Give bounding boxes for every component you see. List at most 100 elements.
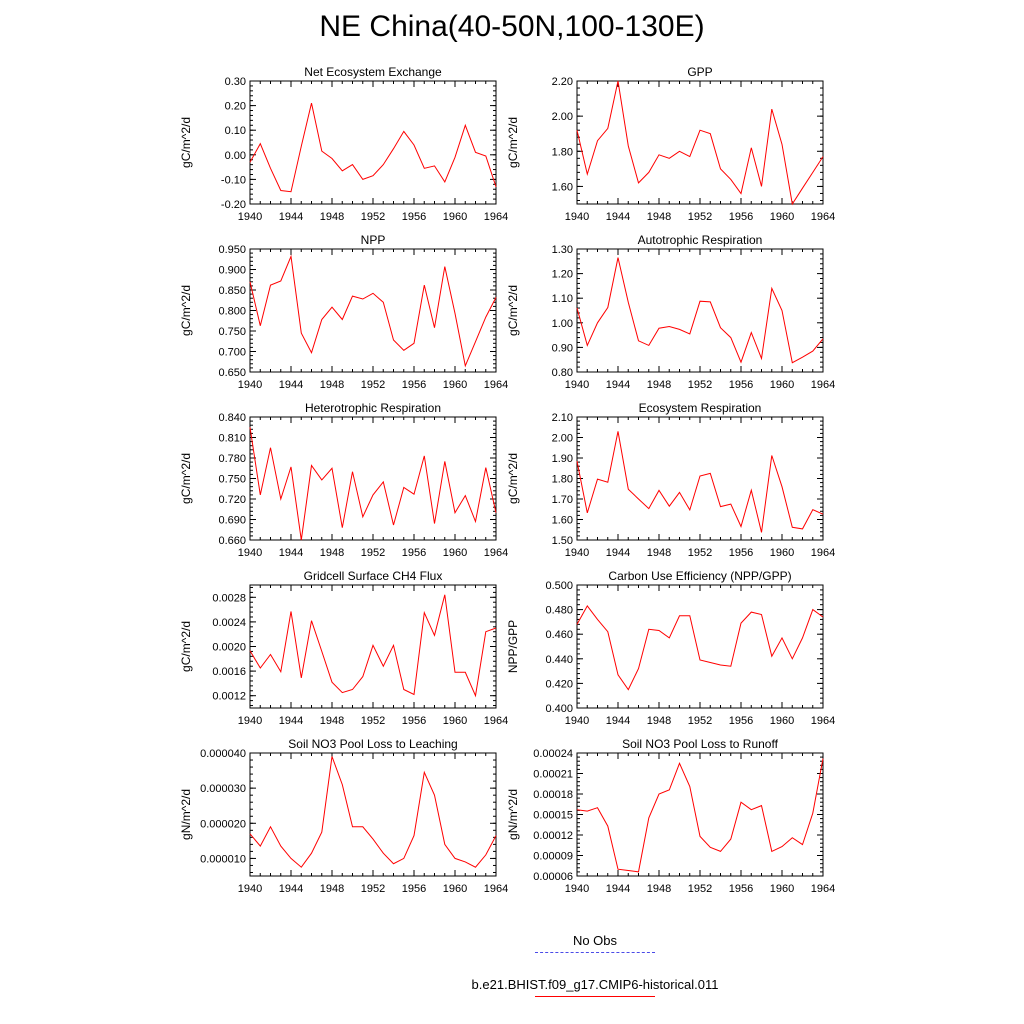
plot-frame — [576, 416, 824, 541]
y-tick-label: 0.0028 — [212, 592, 246, 604]
y-tick-label: 0.00006 — [533, 871, 573, 883]
x-tick-label: 1952 — [688, 211, 712, 223]
y-axis-label: gC/m^2/d — [179, 285, 193, 336]
panel-title: Autotrophic Respiration — [638, 233, 763, 247]
x-tick-label: 1952 — [361, 883, 385, 895]
y-tick-label: 1.10 — [552, 293, 573, 305]
x-tick-label: 1940 — [565, 211, 589, 223]
x-tick-label: 1940 — [238, 883, 262, 895]
series-line — [249, 102, 497, 193]
y-tick-label: 0.810 — [218, 433, 246, 445]
panel-title: Soil NO3 Pool Loss to Leaching — [288, 737, 457, 751]
x-tick-label: 1944 — [279, 883, 303, 895]
y-tick-label: 0.850 — [218, 285, 246, 297]
y-tick-label: 1.60 — [552, 181, 573, 193]
y-tick-label: 0.80 — [552, 367, 573, 379]
x-tick-label: 1960 — [443, 211, 467, 223]
x-tick-label: 1952 — [688, 379, 712, 391]
plot-frame — [576, 752, 824, 877]
y-tick-label: 0.840 — [218, 412, 246, 424]
x-tick-label: 1944 — [606, 211, 630, 223]
x-tick-label: 1948 — [647, 547, 671, 559]
y-axis-label: gC/m^2/d — [506, 285, 520, 336]
panel-title: NPP — [361, 233, 386, 247]
y-tick-label: 0.800 — [218, 306, 246, 318]
y-tick-label: 0.10 — [225, 125, 246, 137]
x-tick-label: 1940 — [565, 547, 589, 559]
x-tick-label: 1960 — [770, 715, 794, 727]
series-line — [249, 427, 497, 541]
x-tick-label: 1964 — [811, 715, 835, 727]
x-tick-label: 1948 — [320, 547, 344, 559]
x-tick-label: 1956 — [402, 379, 426, 391]
y-axis-label: gN/m^2/d — [506, 789, 520, 840]
x-tick-label: 1964 — [484, 379, 508, 391]
x-tick-label: 1944 — [279, 379, 303, 391]
plot-frame — [576, 248, 824, 373]
y-tick-label: 2.20 — [552, 76, 573, 88]
x-tick-label: 1964 — [811, 547, 835, 559]
x-tick-label: 1960 — [770, 379, 794, 391]
y-tick-label: 0.000040 — [200, 748, 246, 760]
x-tick-label: 1952 — [361, 715, 385, 727]
x-tick-label: 1948 — [647, 211, 671, 223]
y-tick-label: 1.80 — [552, 474, 573, 486]
y-tick-label: 0.00015 — [533, 810, 573, 822]
x-tick-label: 1952 — [361, 547, 385, 559]
x-tick-label: 1956 — [729, 379, 753, 391]
panel-title: Heterotrophic Respiration — [305, 401, 441, 415]
y-tick-label: 0.20 — [225, 101, 246, 113]
panel-title: Net Ecosystem Exchange — [304, 65, 442, 79]
panel-title: Ecosystem Respiration — [639, 401, 762, 415]
x-tick-label: 1956 — [729, 547, 753, 559]
x-tick-label: 1960 — [443, 883, 467, 895]
x-tick-label: 1956 — [729, 883, 753, 895]
x-tick-label: 1960 — [443, 547, 467, 559]
y-tick-label: 0.00021 — [533, 769, 573, 781]
page-title: NE China(40-50N,100-130E) — [319, 10, 705, 43]
series-line — [576, 758, 824, 873]
y-tick-label: 0.000010 — [200, 853, 246, 865]
x-tick-label: 1940 — [565, 715, 589, 727]
x-tick-label: 1964 — [484, 715, 508, 727]
y-tick-label: 0.950 — [218, 244, 246, 256]
x-tick-label: 1948 — [320, 883, 344, 895]
y-tick-label: 0.00009 — [533, 851, 573, 863]
y-tick-label: 1.80 — [552, 146, 573, 158]
y-tick-label: 0.0012 — [212, 691, 246, 703]
x-tick-label: 1940 — [238, 547, 262, 559]
y-tick-label: 0.720 — [218, 494, 246, 506]
y-tick-label: 0.780 — [218, 453, 246, 465]
y-tick-label: 0.000030 — [200, 783, 246, 795]
legend-swatch-solid — [535, 996, 655, 997]
x-tick-label: 1952 — [361, 379, 385, 391]
panel-title: GPP — [687, 65, 712, 79]
legend: No Obs b.e21.BHIST.f09_g17.CMIP6-histori… — [440, 930, 750, 1018]
y-tick-label: 0.750 — [218, 326, 246, 338]
legend-label: b.e21.BHIST.f09_g17.CMIP6-historical.011 — [471, 977, 719, 992]
x-tick-label: 1944 — [606, 379, 630, 391]
panel-title: Carbon Use Efficiency (NPP/GPP) — [608, 569, 791, 583]
y-axis-label: NPP/GPP — [506, 620, 520, 673]
series-line — [576, 604, 824, 691]
y-tick-label: 0.460 — [545, 629, 573, 641]
panel-title: Gridcell Surface CH4 Flux — [304, 569, 443, 583]
y-tick-label: -0.10 — [221, 174, 246, 186]
legend-entry-no-obs: No Obs — [440, 930, 750, 974]
x-tick-label: 1956 — [402, 715, 426, 727]
y-tick-label: 2.00 — [552, 111, 573, 123]
y-tick-label: 1.70 — [552, 494, 573, 506]
plot-frame — [249, 80, 497, 205]
y-tick-label: -0.20 — [221, 199, 246, 211]
series-line — [576, 80, 824, 206]
x-tick-label: 1960 — [443, 379, 467, 391]
x-tick-label: 1948 — [320, 211, 344, 223]
x-tick-label: 1956 — [402, 547, 426, 559]
y-tick-label: 0.500 — [545, 580, 573, 592]
y-tick-label: 0.400 — [545, 703, 573, 715]
series-line — [249, 756, 497, 868]
plot-frame — [249, 752, 497, 877]
y-axis-label: gC/m^2/d — [179, 453, 193, 504]
x-tick-label: 1948 — [647, 715, 671, 727]
x-tick-label: 1952 — [688, 715, 712, 727]
